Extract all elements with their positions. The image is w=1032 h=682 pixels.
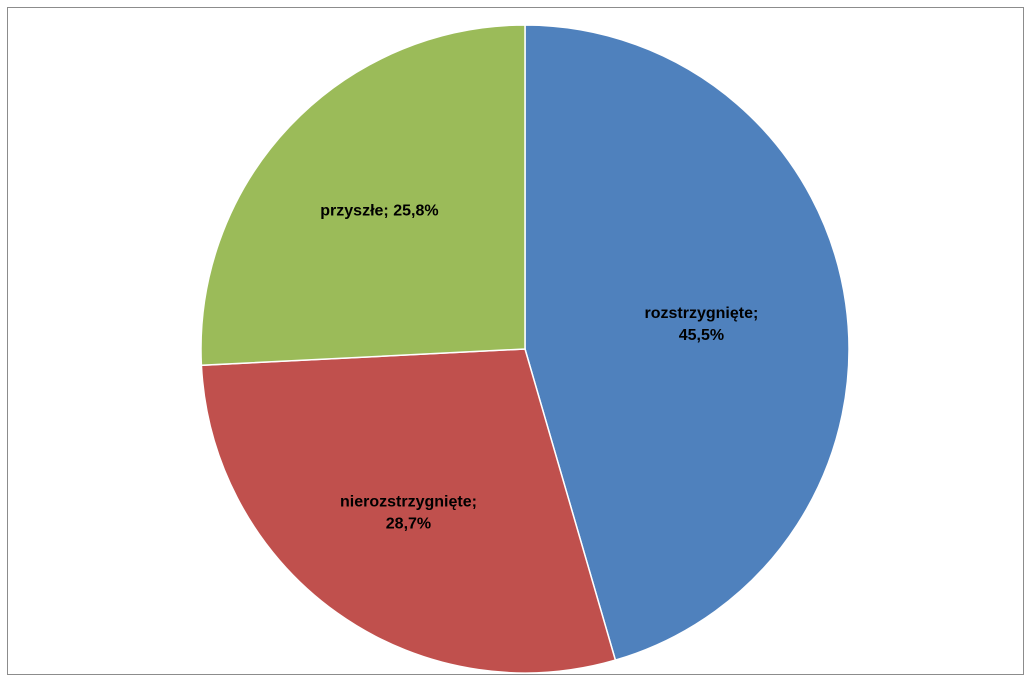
pie-slice-przyszłe xyxy=(200,24,526,367)
slice-label-line: 45,5% xyxy=(679,327,724,344)
pie-slices xyxy=(200,24,850,674)
slice-labels: rozstrzygnięte; 45,5% nierozstrzygnięte; 28… xyxy=(320,203,758,533)
pie-slice-rozstrzygnięte xyxy=(524,24,850,662)
slice-label-rozstrzygnięte: rozstrzygnięte; 45,5% xyxy=(645,305,759,344)
slice-label-line: 28,7% xyxy=(386,516,431,533)
pie-slice-nierozstrzygnięte xyxy=(200,348,617,674)
slice-label-line: rozstrzygnięte; xyxy=(645,305,759,322)
slice-label-line: przyszłe; 25,8% xyxy=(320,203,438,220)
slice-label-przyszłe: przyszłe; 25,8% xyxy=(320,203,438,220)
slice-label-nierozstrzygnięte: nierozstrzygnięte; 28,7% xyxy=(340,494,477,533)
slice-label-line: nierozstrzygnięte; xyxy=(340,494,477,511)
